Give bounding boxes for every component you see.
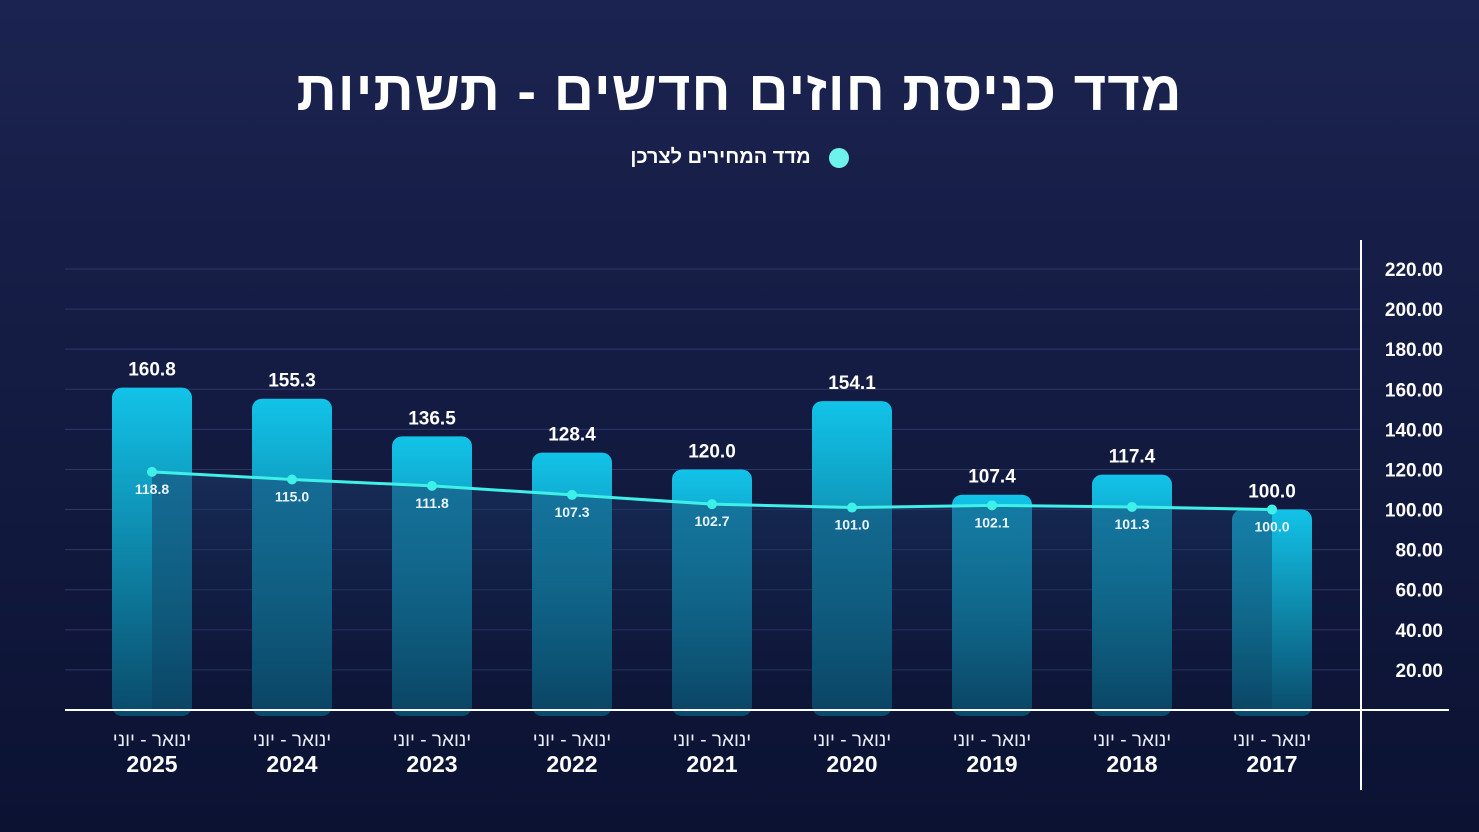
y-tick-label: 140.00 [1385,420,1443,441]
y-tick-label: 60.00 [1395,581,1443,602]
bar-value-label: 107.4 [968,467,1016,488]
cpi-point-2024 [287,474,297,485]
cpi-point-2019 [987,500,997,511]
x-category-year: 2021 [686,751,737,777]
bar-value-label: 117.4 [1109,447,1156,468]
cpi-point-2022 [567,489,577,500]
cpi-value-label: 115.0 [275,488,309,504]
bar-value-label: 128.4 [548,425,596,446]
x-category-year: 2018 [1106,751,1157,777]
cpi-value-label: 100.0 [1254,519,1289,535]
y-tick-label: 180.00 [1385,340,1443,361]
cpi-point-2018 [1127,501,1137,512]
chart-title: מדד כניסת חוזים חדשים - תשתיות [296,59,1183,122]
cpi-point-2017 [1267,504,1277,515]
x-category-year: 2025 [126,751,177,777]
x-category-sublabel: ינואר - יוני [533,730,611,751]
bar-value-label: 100.0 [1248,482,1296,503]
cpi-point-2020 [847,502,857,513]
legend-marker-cpi [828,147,849,168]
y-tick-label: 160.00 [1385,380,1443,401]
cpi-value-label: 101.0 [834,517,869,533]
y-tick-label: 20.00 [1395,661,1443,682]
x-category-sublabel: ינואר - יוני [393,730,471,751]
bar-value-label: 120.0 [688,441,736,462]
cpi-point-2021 [707,499,717,510]
cpi-point-2023 [427,480,437,491]
y-tick-label: 40.00 [1395,621,1443,642]
legend: מדד המחירים לצרכן [0,146,1479,169]
x-category-year: 2023 [406,751,457,777]
legend-label-cpi: מדד המחירים לצרכן [630,146,811,168]
bar-value-label: 136.5 [408,408,456,429]
cpi-value-label: 102.1 [974,514,1009,530]
cpi-point-2025 [147,466,157,477]
x-category-sublabel: ינואר - יוני [1093,730,1171,751]
cpi-value-label: 102.7 [694,513,729,529]
x-category-sublabel: ינואר - יוני [813,730,891,751]
x-category-year: 2019 [966,751,1017,777]
bar-value-label: 154.1 [828,373,876,394]
x-category-year: 2022 [546,751,597,777]
x-category-sublabel: ינואר - יוני [113,730,191,751]
y-tick-label: 100.00 [1385,501,1443,522]
y-tick-label: 220.00 [1385,260,1443,281]
x-category-sublabel: ינואר - יוני [673,730,751,751]
x-category-sublabel: ינואר - יוני [953,730,1031,751]
x-category-year: 2020 [826,751,877,777]
x-category-sublabel: ינואר - יוני [1233,730,1311,751]
x-category-year: 2017 [1246,751,1297,777]
bar-value-label: 155.3 [268,371,316,392]
y-tick-label: 120.00 [1385,460,1443,481]
x-category-year: 2024 [266,751,317,777]
cpi-value-label: 107.3 [554,504,589,520]
cpi-area-fill [152,471,1272,710]
x-category-sublabel: ינואר - יוני [253,730,331,751]
bar-value-label: 160.8 [128,360,176,381]
y-tick-label: 80.00 [1395,541,1443,562]
cpi-value-label: 118.8 [135,481,169,497]
cpi-value-label: 101.3 [1114,516,1149,532]
y-tick-label: 200.00 [1385,300,1443,321]
cpi-value-label: 111.8 [415,495,449,511]
